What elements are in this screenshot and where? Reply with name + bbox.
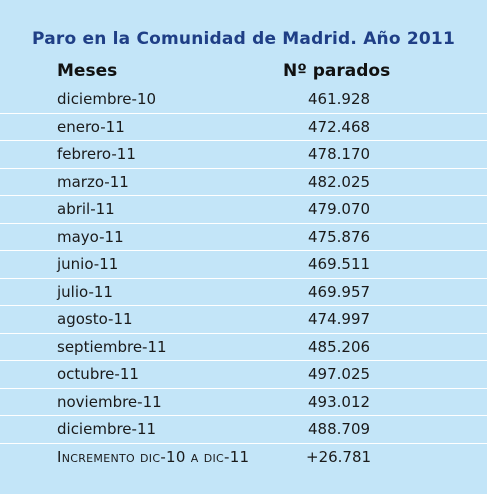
row-month: marzo-11: [57, 172, 129, 191]
row-month: mayo-11: [57, 227, 124, 246]
row-count: 469.511: [308, 255, 371, 273]
table-row: abril-11 479.070: [0, 196, 487, 224]
table-row: noviembre-11 493.012: [0, 389, 487, 416]
table-row: octubre-11 497.025: [0, 361, 487, 389]
row-count: 482.025: [308, 172, 371, 191]
row-count: 485.206: [308, 337, 371, 356]
row-count: 493.012: [308, 392, 371, 411]
row-month: septiembre-11: [57, 337, 167, 356]
row-month: agosto-11: [57, 310, 133, 328]
table-row: diciembre-10 461.928: [0, 86, 487, 114]
row-count: 472.468: [308, 117, 371, 136]
table-row: enero-11 472.468: [0, 114, 487, 141]
row-month: junio-11: [57, 255, 119, 273]
row-month: diciembre-10: [57, 90, 157, 108]
row-count: 474.997: [308, 310, 371, 328]
row-month: abril-11: [57, 200, 115, 218]
row-month: febrero-11: [57, 145, 136, 163]
row-count: 475.876: [308, 227, 371, 246]
total-row: Incremento dic-10 a dic-11 +26.781: [0, 444, 487, 472]
table-row: marzo-11 482.025: [0, 169, 487, 196]
table-header: Meses Nº parados: [0, 59, 487, 87]
row-count: 488.709: [308, 420, 371, 438]
table-title: Paro en la Comunidad de Madrid. Año 2011: [32, 29, 455, 49]
column-header-month: Meses: [57, 61, 118, 81]
table-row: mayo-11 475.876: [0, 224, 487, 251]
row-count: 469.957: [308, 282, 371, 301]
total-label: Incremento dic-10 a dic-11: [57, 447, 250, 466]
row-count: 461.928: [308, 90, 371, 108]
table-row: septiembre-11 485.206: [0, 334, 487, 361]
column-header-count: Nº parados: [283, 61, 391, 81]
table-row: febrero-11 478.170: [0, 141, 487, 169]
row-count: 479.070: [308, 200, 371, 218]
total-value: +26.781: [306, 447, 372, 466]
row-month: noviembre-11: [57, 392, 162, 411]
row-count: 478.170: [308, 145, 371, 163]
table-row: julio-11 469.957: [0, 279, 487, 306]
table-row: diciembre-11 488.709: [0, 416, 487, 444]
row-month: enero-11: [57, 117, 125, 136]
row-month: octubre-11: [57, 365, 139, 383]
table-body: diciembre-10 461.928 enero-11 472.468 fe…: [0, 86, 487, 471]
row-month: diciembre-11: [57, 420, 157, 438]
table-row: agosto-11 474.997: [0, 306, 487, 334]
row-count: 497.025: [308, 365, 371, 383]
row-month: julio-11: [57, 282, 113, 301]
table-row: junio-11 469.511: [0, 251, 487, 279]
